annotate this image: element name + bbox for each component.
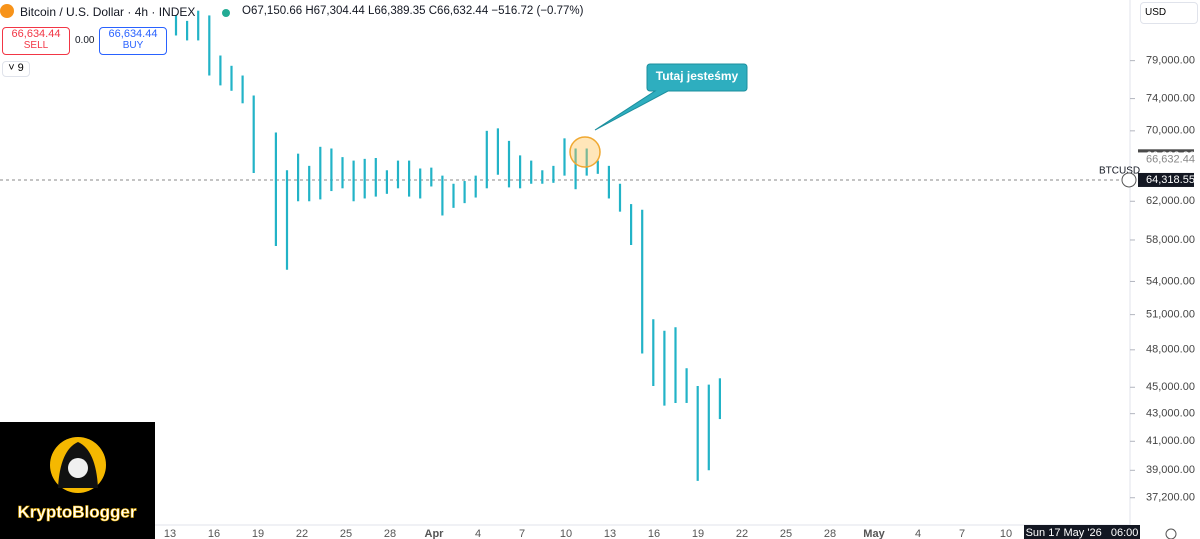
- sell-price: 66,634.44: [11, 28, 61, 40]
- price-tag: [1138, 172, 1194, 187]
- x-tick-label: 16: [208, 528, 220, 539]
- x-tick-label: 16: [648, 528, 660, 539]
- y-tick-label: 48,000.00: [1146, 344, 1195, 356]
- x-tick-label: 28: [384, 528, 396, 539]
- sell-button[interactable]: 66,634.44 SELL: [2, 27, 70, 55]
- status-dot: [222, 9, 230, 17]
- change: −516.72 (−0.77%): [491, 5, 584, 17]
- y-tick-label: 74,000.00: [1146, 92, 1195, 104]
- symbol[interactable]: Bitcoin / U.S. Dollar · 4h · INDEX: [20, 5, 196, 19]
- x-tick-label: Apr: [425, 528, 445, 539]
- indicators-toggle[interactable]: ˅ 9: [2, 61, 30, 77]
- btc-icon: [0, 4, 14, 18]
- date-tag: [1024, 525, 1140, 539]
- close: C66,632.44: [428, 5, 489, 17]
- x-tick-label: 28: [824, 528, 836, 539]
- y-tick-label: 58,000.00: [1146, 234, 1195, 246]
- x-tick-label: 10: [1000, 528, 1012, 539]
- price-tag: [1138, 152, 1194, 167]
- series-name: BTCUSD: [1099, 166, 1140, 177]
- y-tick-label: 43,000.00: [1146, 408, 1195, 420]
- ohlc: O67,150.66 H67,304.44 L66,389.35 C66,632…: [242, 5, 584, 17]
- annotation[interactable]: Tutaj jesteśmy: [569, 63, 748, 168]
- x-tick-label: 22: [296, 528, 308, 539]
- buy-price: 66,634.44: [108, 28, 158, 40]
- y-tick-label: 37,200.00: [1146, 492, 1195, 504]
- low: L66,389.35: [367, 5, 426, 17]
- indicators-count: 9: [17, 62, 24, 74]
- settings-icon[interactable]: [1165, 528, 1177, 539]
- x-tick-label: 7: [959, 528, 965, 539]
- x-tick-label: 25: [780, 528, 792, 539]
- high: H67,304.44: [305, 5, 365, 17]
- add-button: [1121, 172, 1137, 188]
- currency[interactable]: USD: [1140, 2, 1198, 24]
- x-tick-label: 19: [692, 528, 704, 539]
- callout-text: Tutaj jesteśmy: [656, 69, 739, 83]
- x-tick-label: May: [863, 528, 885, 539]
- logo-text: KryptoBlogger: [18, 502, 137, 521]
- x-tick-label: 19: [252, 528, 264, 539]
- y-tick-label: 41,000.00: [1146, 435, 1195, 447]
- x-tick-label: 13: [164, 528, 176, 539]
- y-tick-label: 39,000.00: [1146, 464, 1195, 476]
- highlight-circle: [569, 136, 601, 168]
- x-tick-label: 4: [915, 528, 921, 539]
- x-tick-label: 4: [475, 528, 481, 539]
- spread: 0.00: [75, 35, 95, 46]
- y-tick-label: 62,000.00: [1146, 195, 1195, 207]
- price-tag-label: 66,632.44: [1146, 153, 1195, 165]
- callout: [594, 63, 748, 131]
- x-tick-label: 10: [560, 528, 572, 539]
- x-tick-label: 13: [604, 528, 616, 539]
- y-tick-label: 79,000.00: [1146, 55, 1195, 67]
- buy-button[interactable]: 66,634.44 BUY: [99, 27, 167, 55]
- open: O67,150.66: [242, 5, 303, 17]
- y-tick-label: 70,000.00: [1146, 125, 1195, 137]
- y-tick-label: 51,000.00: [1146, 309, 1195, 321]
- logo-face: [68, 458, 88, 478]
- y-tick-label: 45,000.00: [1146, 381, 1195, 393]
- buy-label: BUY: [122, 40, 144, 51]
- price-tag-label: 64,318.55: [1146, 174, 1195, 186]
- x-tick-label: 25: [340, 528, 352, 539]
- x-tick-label: 22: [736, 528, 748, 539]
- y-tick-label: 54,000.00: [1146, 275, 1195, 287]
- x-tick-label: 7: [519, 528, 525, 539]
- sell-label: SELL: [23, 40, 49, 51]
- crosshair-date: Sun 17 May '26 06:00: [1026, 527, 1139, 539]
